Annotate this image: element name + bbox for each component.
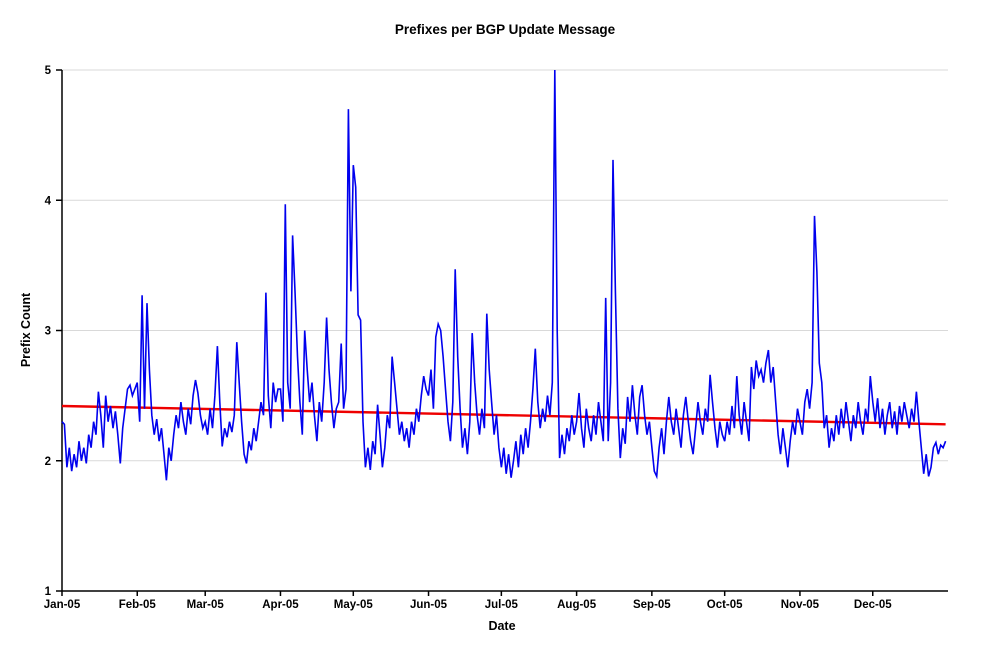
- tick-labels: 1 2 3 4 5 Jan-05 Feb-05 Mar-05 Apr-05 May-05 Jun-0…: [44, 65, 892, 611]
- x-tick-label: Jan-05: [44, 599, 81, 611]
- gridlines: [62, 69, 948, 462]
- y-tick-label: 4: [45, 195, 52, 207]
- x-tick-label: Oct-05: [707, 599, 743, 611]
- y-tick-label: 1: [45, 586, 52, 598]
- y-tick-label: 3: [45, 326, 51, 338]
- x-tick-label: May-05: [334, 599, 374, 611]
- y-tick-label: 5: [45, 65, 52, 77]
- x-tick-label: Jun-05: [410, 599, 448, 611]
- x-tick-label: Mar-05: [187, 599, 225, 611]
- x-tick-label: Sep-05: [633, 599, 671, 611]
- x-tick-label: Apr-05: [262, 599, 299, 611]
- x-axis-title: Date: [488, 619, 515, 633]
- y-axis-title: Prefix Count: [19, 292, 33, 367]
- axes: [56, 69, 948, 596]
- x-tick-label: Aug-05: [557, 599, 597, 611]
- daily-series-line: [61, 69, 947, 481]
- y-tick-label: 2: [45, 456, 51, 468]
- trend-line: [61, 404, 946, 426]
- chart-title: Prefixes per BGP Update Message: [395, 22, 616, 37]
- x-tick-label: Dec-05: [854, 599, 892, 611]
- x-tick-label: Feb-05: [119, 599, 157, 611]
- x-tick-label: Jul-05: [485, 599, 519, 611]
- x-tick-label: Nov-05: [781, 599, 820, 611]
